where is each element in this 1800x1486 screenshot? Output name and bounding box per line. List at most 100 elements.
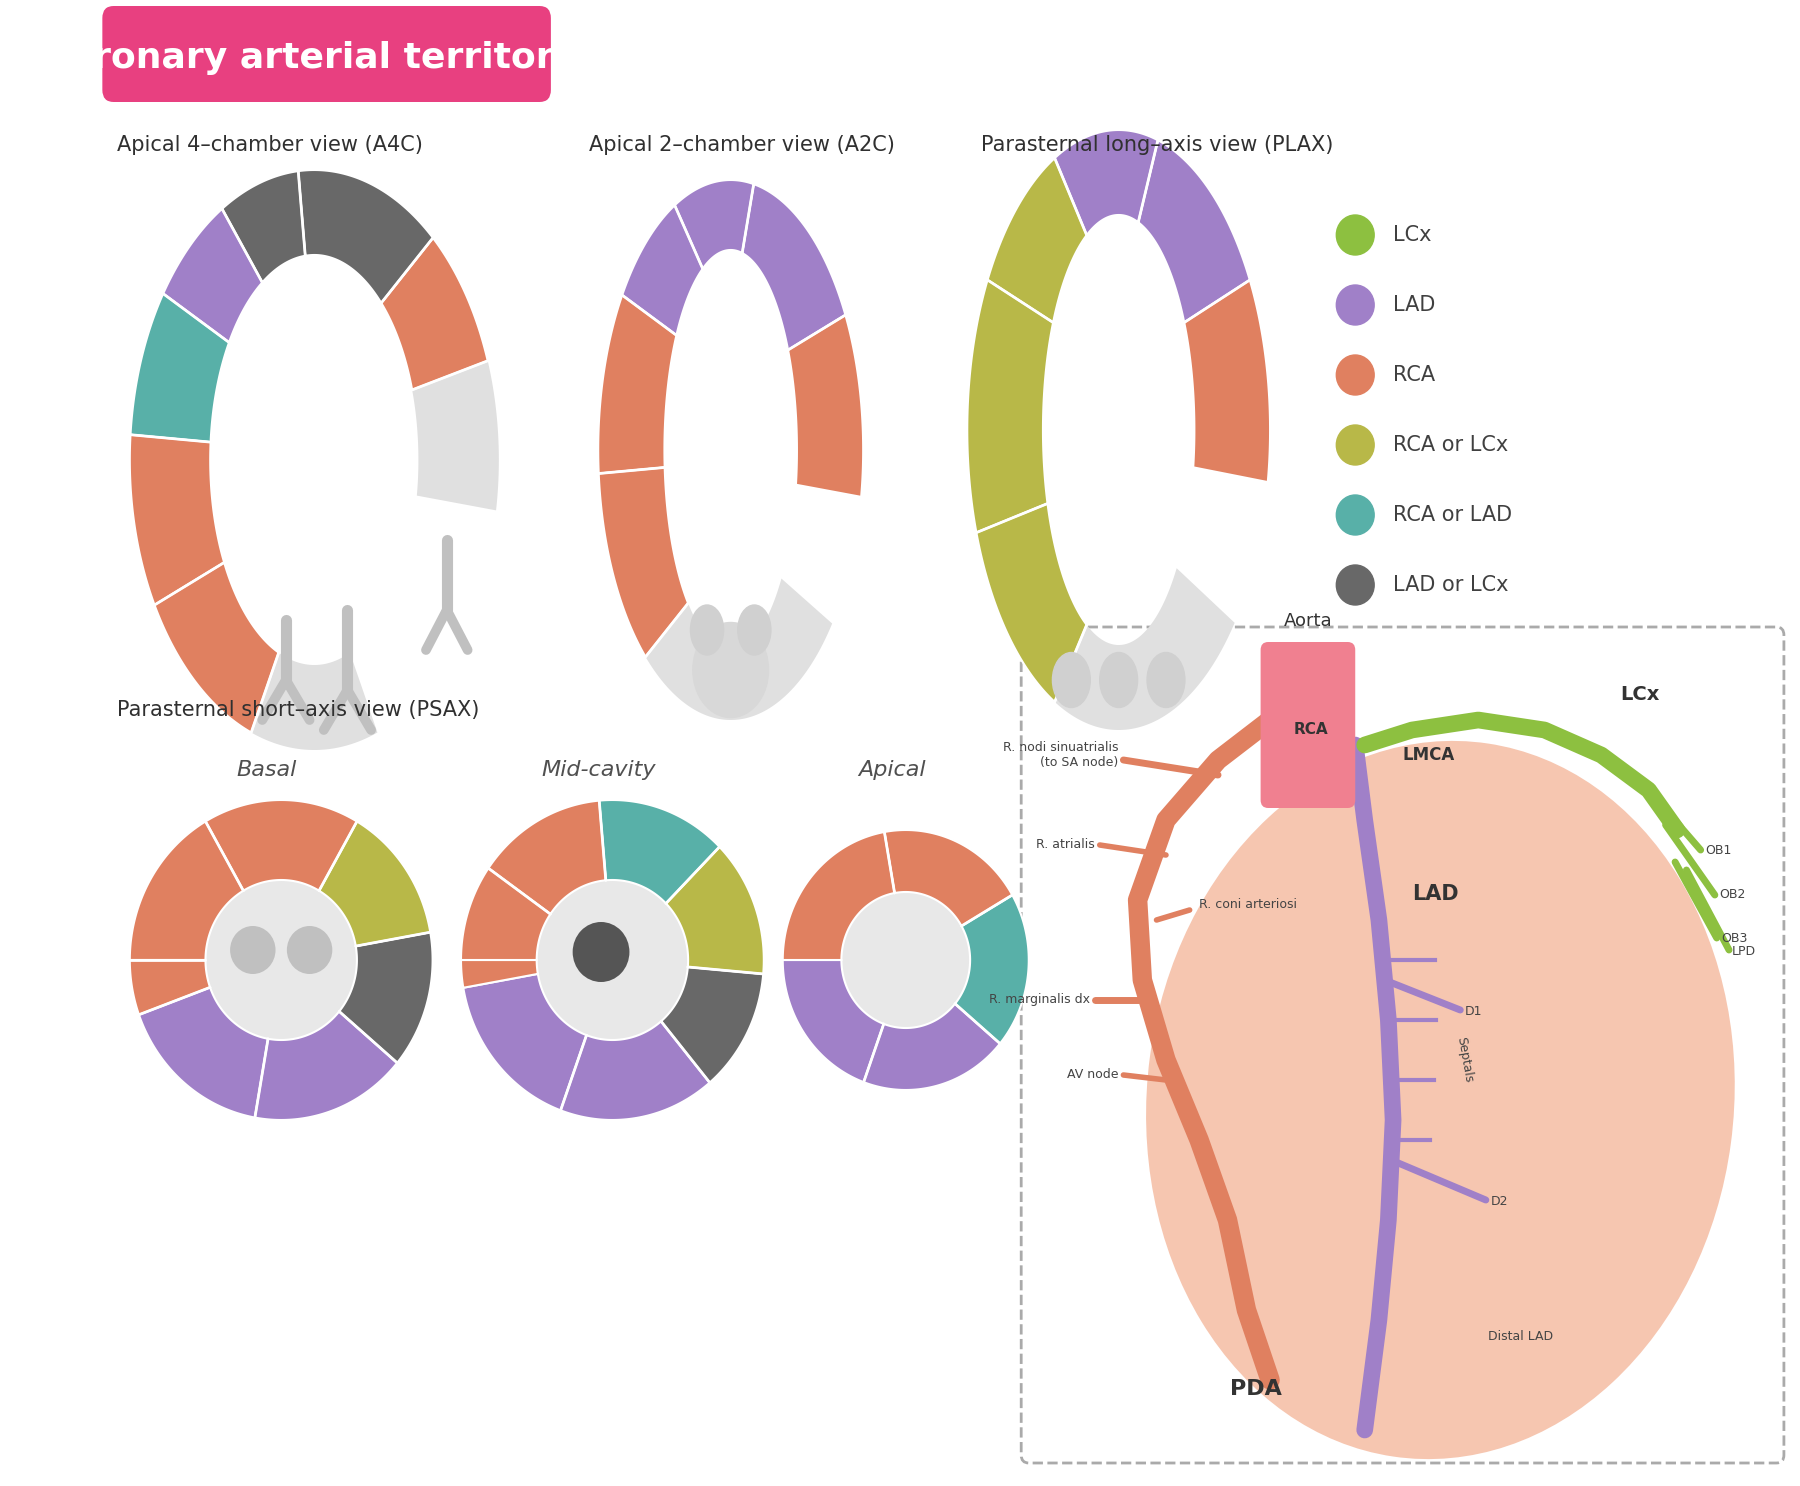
Polygon shape xyxy=(139,987,268,1117)
Polygon shape xyxy=(967,279,1053,532)
Circle shape xyxy=(1336,425,1373,465)
Text: R. nodi sinuatrialis
(to SA node): R. nodi sinuatrialis (to SA node) xyxy=(1003,742,1118,768)
FancyBboxPatch shape xyxy=(1260,642,1355,808)
Text: Distal LAD: Distal LAD xyxy=(1489,1330,1553,1343)
Polygon shape xyxy=(976,504,1087,701)
Text: Apical 4–chamber view (A4C): Apical 4–chamber view (A4C) xyxy=(117,135,423,155)
Polygon shape xyxy=(1055,129,1157,235)
Circle shape xyxy=(572,921,630,982)
Polygon shape xyxy=(130,435,225,605)
Text: Septals: Septals xyxy=(1454,1036,1476,1083)
Text: AV node: AV node xyxy=(1067,1068,1118,1082)
Polygon shape xyxy=(623,205,702,336)
Polygon shape xyxy=(252,652,378,750)
Polygon shape xyxy=(221,171,306,282)
Text: Parasternal short–axis view (PSAX): Parasternal short–axis view (PSAX) xyxy=(117,700,481,721)
Polygon shape xyxy=(884,831,1012,926)
Circle shape xyxy=(536,880,688,1040)
Text: R. atrialis: R. atrialis xyxy=(1037,838,1094,851)
Polygon shape xyxy=(864,1003,1001,1091)
Polygon shape xyxy=(164,210,263,342)
Circle shape xyxy=(1336,215,1373,256)
Text: LPD: LPD xyxy=(1732,945,1757,958)
Polygon shape xyxy=(560,1021,709,1120)
Text: OB1: OB1 xyxy=(1705,844,1732,856)
Text: OB3: OB3 xyxy=(1721,932,1748,945)
Ellipse shape xyxy=(691,605,724,655)
Polygon shape xyxy=(664,250,797,649)
Text: LAD: LAD xyxy=(1393,296,1435,315)
Polygon shape xyxy=(211,256,418,664)
Polygon shape xyxy=(488,801,607,914)
Text: D1: D1 xyxy=(1465,1005,1483,1018)
Polygon shape xyxy=(646,578,832,721)
Polygon shape xyxy=(382,238,488,389)
Polygon shape xyxy=(130,294,229,443)
Text: RCA: RCA xyxy=(1294,722,1328,737)
Text: LAD or LCx: LAD or LCx xyxy=(1393,575,1508,594)
Text: Apical: Apical xyxy=(859,759,925,780)
Circle shape xyxy=(286,926,333,973)
Polygon shape xyxy=(788,315,864,496)
Ellipse shape xyxy=(1100,652,1138,707)
Circle shape xyxy=(1336,285,1373,325)
Polygon shape xyxy=(463,973,587,1110)
Circle shape xyxy=(1336,565,1373,605)
Polygon shape xyxy=(1055,568,1235,730)
FancyBboxPatch shape xyxy=(1021,627,1784,1464)
Polygon shape xyxy=(412,361,499,510)
Polygon shape xyxy=(666,847,763,973)
Text: Parasternal long–axis view (PLAX): Parasternal long–axis view (PLAX) xyxy=(981,135,1334,155)
Text: RCA or LCx: RCA or LCx xyxy=(1393,435,1508,455)
Text: OB2: OB2 xyxy=(1719,889,1746,902)
Polygon shape xyxy=(130,960,211,1015)
Polygon shape xyxy=(956,895,1030,1043)
Polygon shape xyxy=(130,822,243,960)
Polygon shape xyxy=(1184,279,1271,481)
Polygon shape xyxy=(256,1012,398,1120)
Text: R. marginalis dx: R. marginalis dx xyxy=(990,994,1091,1006)
Ellipse shape xyxy=(1147,652,1184,707)
Text: LCx: LCx xyxy=(1393,224,1431,245)
Polygon shape xyxy=(598,296,677,474)
Polygon shape xyxy=(338,932,432,1062)
Polygon shape xyxy=(988,158,1087,322)
FancyBboxPatch shape xyxy=(103,6,551,103)
Circle shape xyxy=(841,892,970,1028)
Text: PDA: PDA xyxy=(1229,1379,1282,1398)
Polygon shape xyxy=(155,563,279,733)
Polygon shape xyxy=(783,960,884,1082)
Text: LMCA: LMCA xyxy=(1402,746,1454,764)
Text: R. coni arteriosi: R. coni arteriosi xyxy=(1199,899,1298,911)
Polygon shape xyxy=(461,960,538,988)
Polygon shape xyxy=(675,180,754,269)
Circle shape xyxy=(1336,355,1373,395)
Text: Aorta: Aorta xyxy=(1283,612,1332,630)
Text: Mid-cavity: Mid-cavity xyxy=(542,759,655,780)
Ellipse shape xyxy=(1147,742,1735,1459)
Ellipse shape xyxy=(693,623,769,718)
Polygon shape xyxy=(599,799,720,903)
Ellipse shape xyxy=(738,605,770,655)
Ellipse shape xyxy=(1053,652,1091,707)
Text: D2: D2 xyxy=(1490,1195,1508,1208)
Polygon shape xyxy=(742,184,846,351)
Polygon shape xyxy=(783,832,895,960)
Text: LAD: LAD xyxy=(1411,884,1458,903)
Polygon shape xyxy=(319,822,430,947)
Text: RCA or LAD: RCA or LAD xyxy=(1393,505,1512,525)
Polygon shape xyxy=(1138,140,1249,322)
Circle shape xyxy=(205,880,356,1040)
Text: Apical 2–chamber view (A2C): Apical 2–chamber view (A2C) xyxy=(589,135,895,155)
Polygon shape xyxy=(661,967,763,1083)
Text: RCA: RCA xyxy=(1393,366,1435,385)
Text: Basal: Basal xyxy=(238,759,297,780)
Polygon shape xyxy=(299,169,434,303)
Text: LCx: LCx xyxy=(1620,685,1660,704)
Circle shape xyxy=(1336,495,1373,535)
Circle shape xyxy=(230,926,275,973)
Polygon shape xyxy=(205,799,356,890)
Polygon shape xyxy=(461,868,551,960)
Polygon shape xyxy=(1042,215,1195,645)
Polygon shape xyxy=(599,468,688,657)
